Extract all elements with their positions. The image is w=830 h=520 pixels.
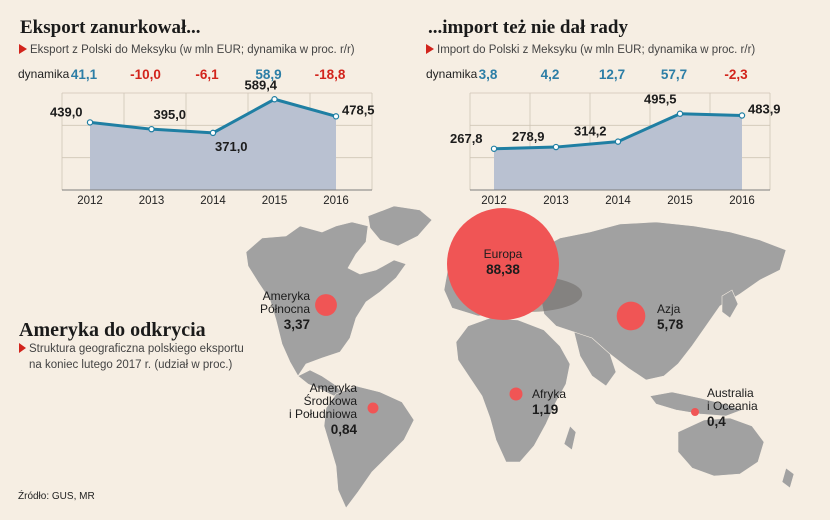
import-dynamics-value: 12,7 [599, 67, 625, 82]
export-value-label: 371,0 [215, 139, 248, 154]
export-point [148, 125, 155, 133]
import-value-label: 267,8 [450, 131, 483, 146]
export-dynamics-value: 58,9 [255, 67, 281, 82]
import-point [490, 145, 498, 152]
map-title: Ameryka do odkrycia [19, 319, 206, 341]
import-chart-title: ...import też nie dał rady [428, 17, 629, 38]
region-name-label: i Południowa [289, 407, 357, 421]
import-chart-subtitle: Import do Polski z Meksyku (w mln EUR; d… [437, 44, 755, 56]
map-madagascar [563, 425, 577, 451]
export-value-label: 395,0 [154, 107, 187, 122]
map-india [573, 331, 617, 387]
export-value-label: 589,4 [245, 77, 278, 92]
import-x-tick: 2014 [605, 195, 631, 207]
map-subtitle-arrow-icon [19, 343, 26, 353]
import-subtitle-arrow-icon [426, 44, 434, 54]
region-name-label: Australia [707, 386, 754, 400]
import-value-label: 278,9 [512, 129, 545, 144]
export-dynamics-label: dynamika [18, 67, 70, 81]
map-subtitle-line-1: Struktura geograficzna polskiego eksport… [29, 343, 244, 355]
export-x-tick: 2012 [77, 195, 103, 207]
export-area [90, 99, 336, 190]
import-x-tick: 2016 [729, 195, 755, 207]
region-share-value: 3,37 [284, 317, 310, 332]
map-south-america [323, 385, 415, 509]
region-bubble [367, 402, 379, 414]
export-dynamics-value: -18,8 [315, 67, 346, 82]
import-x-tick: 2013 [543, 195, 569, 207]
region-bubble [315, 294, 337, 316]
export-x-tick: 2013 [139, 195, 165, 207]
region-name-label: Afryka [532, 387, 566, 401]
source-note: Źródło: GUS, MR [18, 489, 95, 502]
import-value-label: 495,5 [644, 92, 677, 107]
export-point [332, 113, 340, 120]
export-chart: 439,0 2012 41,1 395,0 2013 -10,0 371,0 2014 -6,1… [50, 67, 375, 207]
region-name-label: Europa [484, 247, 523, 261]
map-greenland [367, 205, 433, 247]
export-value-label: 478,5 [342, 102, 375, 117]
export-point [209, 129, 217, 137]
region-name-label: Północna [260, 302, 310, 316]
import-dynamics-value: 4,2 [541, 67, 560, 82]
region-bubble [447, 208, 559, 320]
import-dynamics-value: -2,3 [724, 67, 748, 82]
region-bubble [616, 301, 646, 331]
import-chart: 267,8 2012 3,8 278,9 2013 4,2 314,2 2014 12,7 495… [450, 67, 781, 207]
import-point [676, 110, 684, 117]
region-share-value: 88,38 [486, 262, 520, 277]
map-indonesia [649, 391, 743, 417]
import-point [738, 112, 746, 119]
import-dynamics-value: 3,8 [479, 67, 498, 82]
region-name-label: Ameryka [310, 381, 358, 395]
import-x-tick: 2015 [667, 195, 693, 207]
export-dynamics-value: -10,0 [130, 67, 161, 82]
region-bubble [509, 387, 523, 401]
export-dynamics-value: -6,1 [195, 67, 219, 82]
region-name-label: Azja [657, 302, 681, 316]
export-point [271, 96, 278, 103]
region-share-value: 5,78 [657, 317, 684, 332]
map-japan [721, 289, 739, 319]
export-x-tick: 2014 [200, 195, 226, 207]
region-bubbles: Europa88,38AmerykaPółnocna3,37Azja5,78Af… [260, 208, 758, 437]
import-dynamics-value: 57,7 [661, 67, 687, 82]
export-x-tick: 2015 [262, 195, 288, 207]
region-share-value: 0,4 [707, 414, 726, 429]
map-australia [677, 417, 765, 477]
export-subtitle-arrow-icon [19, 44, 27, 54]
export-chart-subtitle: Eksport z Polski do Meksyku (w mln EUR; … [30, 44, 355, 56]
region-share-value: 1,19 [532, 402, 558, 417]
region-share-value: 0,84 [331, 422, 358, 437]
export-dynamics-value: 41,1 [71, 67, 98, 82]
region-name-label: Ameryka [263, 289, 311, 303]
import-point [614, 138, 622, 145]
export-point [86, 119, 94, 126]
import-dynamics-label: dynamika [426, 67, 478, 81]
import-area [494, 113, 742, 190]
export-value-label: 439,0 [50, 104, 83, 119]
export-x-tick: 2016 [323, 195, 349, 207]
region-name-label: i Oceania [707, 399, 758, 413]
import-value-label: 483,9 [748, 101, 781, 116]
map-subtitle-line-2: na koniec lutego 2017 r. (udział w proc.… [29, 359, 232, 371]
region-bubble [691, 408, 699, 416]
export-chart-title: Eksport zanurkował... [20, 17, 201, 38]
region-name-label: Środkowa [304, 393, 358, 408]
import-point [552, 143, 560, 151]
import-x-tick: 2012 [481, 195, 507, 207]
import-value-label: 314,2 [574, 124, 607, 139]
map-new-zealand [781, 467, 795, 489]
